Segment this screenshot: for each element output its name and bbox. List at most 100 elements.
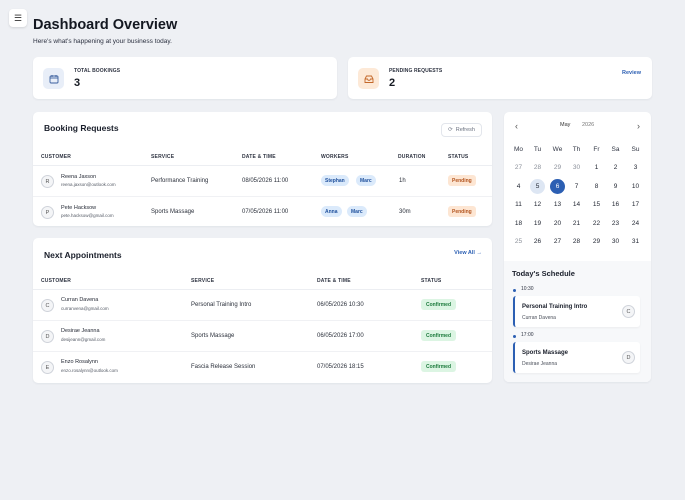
calendar-day[interactable]: 29: [592, 238, 601, 245]
chevron-left-icon: ‹: [515, 121, 518, 131]
schedule-item[interactable]: Sports Massage Desirae Jeanna D: [513, 342, 640, 373]
calendar-day[interactable]: 3: [633, 164, 638, 171]
calendar-day[interactable]: 28: [533, 164, 542, 171]
table-row[interactable]: D Desirae Jeanna desijeann@gmail.com Spo…: [33, 321, 492, 352]
refresh-label: Refresh: [455, 127, 475, 133]
pending-requests-card: PENDING REQUESTS 2 Review: [348, 57, 652, 99]
worker-chip: Anna: [321, 206, 342, 217]
calendar-day[interactable]: 11: [515, 201, 522, 208]
table-row[interactable]: E Enzo Rosalynn enzo.rosalynn@outlook.co…: [33, 352, 492, 383]
timeline-dot: [513, 335, 516, 338]
customer-email: desijeann@gmail.com: [61, 337, 106, 342]
column-header: STATUS: [448, 154, 469, 160]
customer-name: Curran Davena: [61, 297, 99, 303]
status-badge: Confirmed: [421, 299, 456, 310]
customer-email: curranvena@gmail.com: [61, 306, 109, 311]
next-appointments-title: Next Appointments: [44, 250, 122, 260]
avatar: P: [41, 206, 54, 219]
weekday-label: Tu: [533, 146, 542, 153]
calendar-day[interactable]: 12: [533, 201, 542, 208]
calendar-day[interactable]: 8: [594, 182, 599, 190]
customer-name: Enzo Rosalynn: [61, 359, 98, 365]
service-cell: Performance Training: [151, 178, 209, 184]
hamburger-icon: ☰: [13, 12, 23, 23]
calendar-day[interactable]: 10: [631, 182, 640, 190]
service-cell: Fascia Release Session: [191, 364, 256, 370]
total-bookings-value: 3: [74, 77, 81, 89]
total-bookings-label: TOTAL BOOKINGS: [74, 68, 121, 74]
refresh-button[interactable]: ⟳ Refresh: [441, 123, 482, 137]
calendar-day[interactable]: 21: [572, 219, 581, 227]
calendar-day[interactable]: 29: [553, 164, 562, 171]
calendar-day[interactable]: 2: [613, 164, 618, 171]
table-row[interactable]: C Curran Davena curranvena@gmail.com Per…: [33, 290, 492, 321]
column-header: WORKERS: [321, 154, 349, 160]
next-appointments-card: Next Appointments View All → CUSTOMER SE…: [33, 238, 492, 383]
schedule-item[interactable]: Personal Training Intro Curran Davena C: [513, 296, 640, 327]
table-row[interactable]: R Reena Jaxson reena.jaxson@outlook.com …: [33, 166, 492, 197]
schedule-service: Sports Massage: [522, 350, 569, 356]
calendar-day[interactable]: 28: [572, 238, 581, 245]
timeline-dot: [513, 289, 516, 292]
calendar-day[interactable]: 20: [553, 219, 562, 227]
calendar-day[interactable]: 31: [631, 238, 640, 245]
calendar-day[interactable]: 27: [553, 238, 562, 245]
schedule-client: Curran Davena: [522, 315, 556, 321]
column-header: SERVICE: [151, 154, 175, 160]
next-month-button[interactable]: ›: [637, 121, 640, 131]
duration-cell: 30m: [399, 209, 411, 215]
schedule-service: Personal Training Intro: [522, 304, 588, 310]
column-header: DURATION: [398, 154, 426, 160]
review-link[interactable]: Review: [622, 70, 641, 76]
calendar-day[interactable]: 9: [613, 182, 618, 190]
column-header: STATUS: [421, 278, 442, 284]
calendar-day[interactable]: 5: [530, 178, 545, 194]
calendar-day[interactable]: 22: [592, 219, 601, 227]
calendar-card: ‹ May 2026 › Mo Tu We Th Fr Sa Su 27 28 29 30 1 2 3 4 5…: [504, 112, 651, 382]
weekday-label: Sa: [611, 146, 620, 153]
calendar-day[interactable]: 4: [516, 182, 521, 190]
schedule-time: 17:00: [521, 332, 534, 338]
column-header: CUSTOMER: [41, 154, 72, 160]
view-all-label: View All: [454, 250, 475, 256]
calendar-day[interactable]: 16: [611, 201, 620, 208]
calendar-day[interactable]: 14: [572, 201, 581, 208]
calendar-day[interactable]: 17: [631, 201, 640, 208]
service-cell: Sports Massage: [151, 209, 195, 215]
avatar: D: [622, 351, 635, 364]
calendar-day[interactable]: 15: [592, 201, 601, 208]
calendar-day[interactable]: 7: [574, 182, 579, 190]
calendar-day[interactable]: 13: [553, 201, 562, 208]
month-select[interactable]: May: [560, 122, 571, 128]
calendar-day[interactable]: 1: [594, 164, 599, 171]
customer-email: reena.jaxson@outlook.com: [61, 182, 116, 187]
calendar-day[interactable]: 26: [533, 238, 542, 245]
calendar-day[interactable]: 18: [514, 219, 523, 227]
calendar-day[interactable]: 30: [611, 238, 620, 245]
calendar-day[interactable]: 27: [514, 164, 523, 171]
column-header: DATE & TIME: [317, 278, 351, 284]
year-select[interactable]: 2026: [582, 122, 595, 128]
calendar-day[interactable]: 23: [611, 219, 620, 227]
calendar-day[interactable]: 6: [550, 178, 565, 194]
view-all-link[interactable]: View All →: [454, 250, 482, 256]
prev-month-button[interactable]: ‹: [515, 121, 518, 131]
table-row[interactable]: P Pete Hacksow pete.hacksow@gmail.com Sp…: [33, 197, 492, 228]
schedule-panel: Today's Schedule 10:30 Personal Training…: [504, 261, 651, 382]
booking-requests-title: Booking Requests: [44, 123, 119, 133]
booking-requests-header: CUSTOMER SERVICE DATE & TIME WORKERS DUR…: [33, 148, 492, 166]
booking-requests-card: Booking Requests ⟳ Refresh CUSTOMER SERV…: [33, 112, 492, 226]
calendar-day[interactable]: 24: [631, 219, 640, 227]
calendar-day[interactable]: 25: [514, 238, 523, 245]
schedule-time: 10:30: [521, 286, 534, 292]
worker-chip: Marc: [356, 175, 376, 186]
page-title: Dashboard Overview: [33, 17, 178, 33]
worker-chip: Stephan: [321, 175, 349, 186]
refresh-icon: ⟳: [448, 127, 453, 133]
calendar-day[interactable]: 19: [533, 219, 542, 227]
status-badge: Confirmed: [421, 330, 456, 341]
calendar-day[interactable]: 30: [572, 164, 581, 171]
menu-button[interactable]: ☰: [9, 9, 27, 27]
status-badge: Pending: [448, 175, 476, 186]
datetime-cell: 07/05/2026 11:00: [242, 209, 289, 215]
